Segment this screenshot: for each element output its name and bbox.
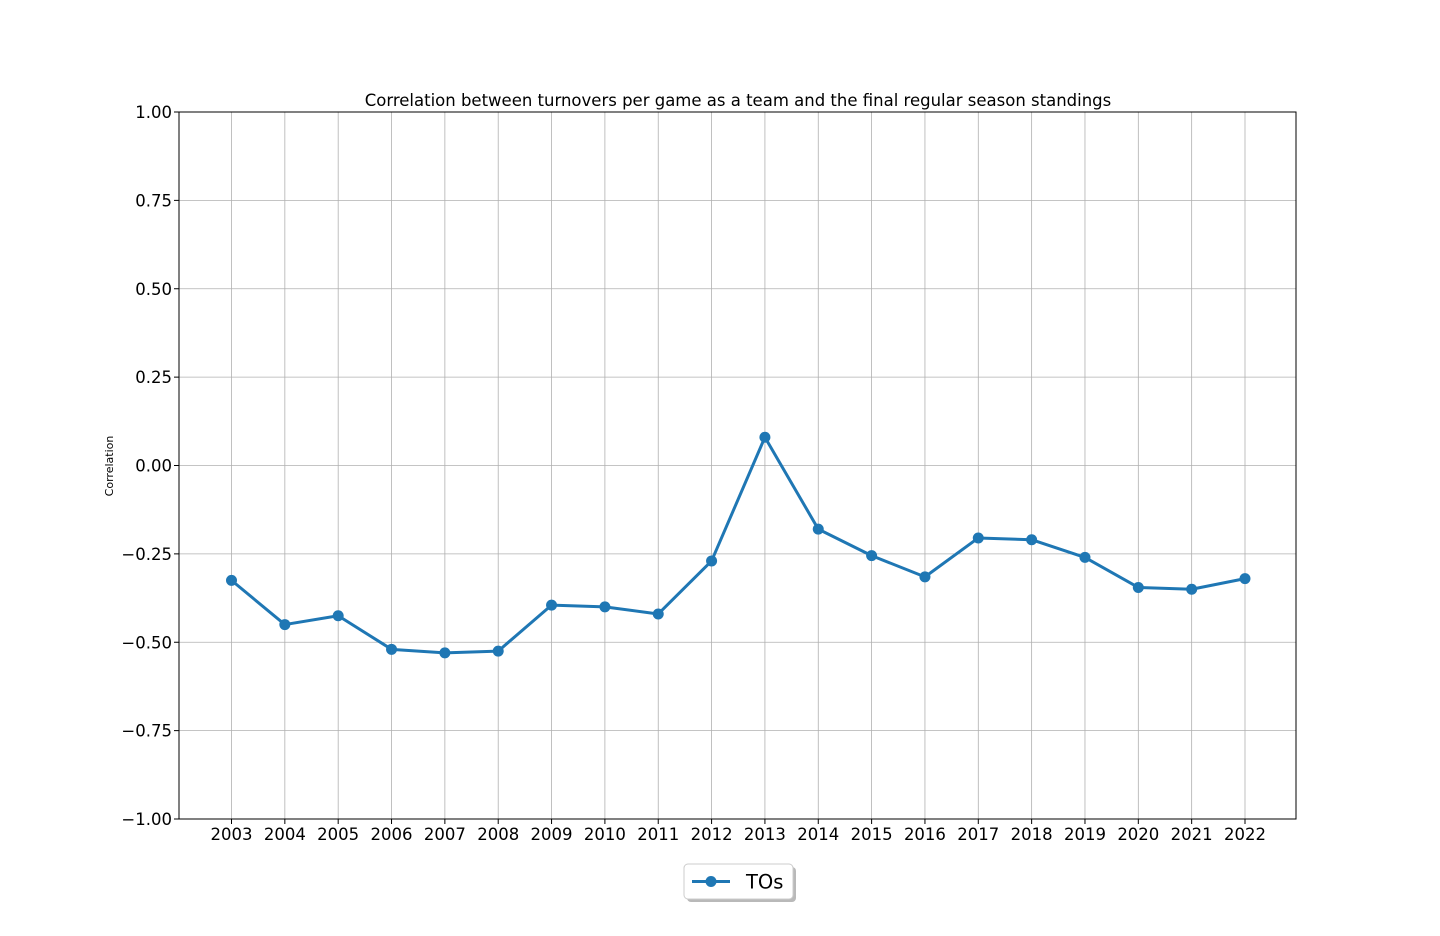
- x-tick-label: 2006: [371, 825, 413, 844]
- data-point: [1132, 581, 1144, 593]
- data-point: [1079, 551, 1091, 563]
- x-tick-label: 2005: [317, 825, 359, 844]
- data-point: [812, 523, 824, 535]
- data-point: [759, 431, 771, 443]
- y-tick-label: 0.75: [135, 191, 172, 210]
- x-tick-label: 2013: [744, 825, 786, 844]
- data-point: [652, 608, 664, 620]
- y-tick-label: 1.00: [135, 103, 172, 122]
- legend-box: [683, 863, 794, 900]
- x-tick-label: 2020: [1117, 825, 1159, 844]
- x-tick-label: 2009: [531, 825, 573, 844]
- y-tick-label: −0.50: [121, 633, 172, 652]
- y-tick-label: 0.00: [135, 457, 172, 476]
- data-point: [972, 532, 984, 544]
- legend-marker: [705, 876, 717, 887]
- x-tick-label: 2012: [691, 825, 733, 844]
- data-point: [866, 550, 878, 562]
- y-axis-label: Correlation: [103, 436, 116, 497]
- data-point: [599, 601, 611, 613]
- x-tick-label: 2014: [797, 825, 839, 844]
- axes-layer: 2003 2004 2005 2006 2007 2008 2009 2010 2011 2012…: [121, 103, 1297, 844]
- x-tick-label: 2008: [477, 825, 519, 844]
- x-tick-label: 2018: [1011, 825, 1053, 844]
- x-tick-label: 2016: [904, 825, 946, 844]
- data-point: [1026, 534, 1038, 546]
- x-tick-label: 2019: [1064, 825, 1106, 844]
- data-point: [226, 574, 237, 586]
- chart-title: Correlation between turnovers per game a…: [365, 91, 1112, 110]
- y-tick-label: −1.00: [121, 810, 172, 829]
- data-point: [706, 555, 718, 567]
- grid-layer: [179, 111, 1296, 820]
- data-point: [279, 619, 291, 631]
- x-tick-label: 2015: [851, 825, 893, 844]
- x-tick-label: 2003: [211, 825, 253, 844]
- x-tick-label: 2022: [1224, 825, 1266, 844]
- x-tick-label: 2010: [584, 825, 626, 844]
- data-point: [332, 610, 344, 622]
- x-tick-label: 2021: [1171, 825, 1213, 844]
- legend-label: TOs: [745, 871, 783, 894]
- data-point: [492, 645, 504, 657]
- x-tick-label: 2004: [264, 825, 306, 844]
- data-point: [546, 599, 558, 611]
- y-tick-label: 0.25: [135, 368, 172, 387]
- data-point: [439, 647, 451, 659]
- data-point: [919, 571, 931, 583]
- y-tick-label: 0.50: [135, 280, 172, 299]
- data-point: [1239, 573, 1251, 585]
- plot-frame: [178, 111, 1297, 820]
- x-tick-label: 2011: [637, 825, 679, 844]
- data-point: [386, 643, 398, 655]
- legend: TOs: [683, 863, 796, 902]
- series-line-tos: [230, 435, 1247, 655]
- y-tick-label: −0.75: [121, 722, 172, 741]
- x-tick-label: 2007: [424, 825, 466, 844]
- data-point: [1186, 583, 1198, 595]
- series-layer: [226, 431, 1251, 659]
- y-tick-label: −0.25: [121, 545, 172, 564]
- x-tick-label: 2017: [957, 825, 999, 844]
